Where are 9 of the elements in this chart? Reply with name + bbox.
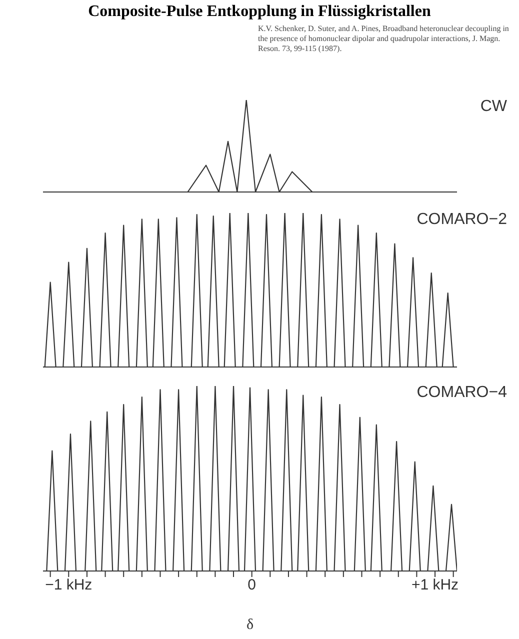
x-tick-label: 0 [248,576,256,594]
x-axis-title: δ [246,617,254,633]
text: COMARO−4 [416,384,507,402]
x-tick-label: +1 kHz [411,576,459,594]
chart-title: Composite-Pulse Entkopplung in Flüssigkristallen [87,3,432,21]
x-tick-label: −1 kHz [45,576,92,594]
text: K.V. Schenker, D. Suter, and A. Pines, Broadband heteronuclear decoupling in the presence of homonuclear dipolar and quadrupolar interactions, J. Magn. Reson. 73, 99-115 (1987). [258,24,510,54]
series-label: COMARO−2 [416,211,507,229]
text: CW [480,98,507,116]
